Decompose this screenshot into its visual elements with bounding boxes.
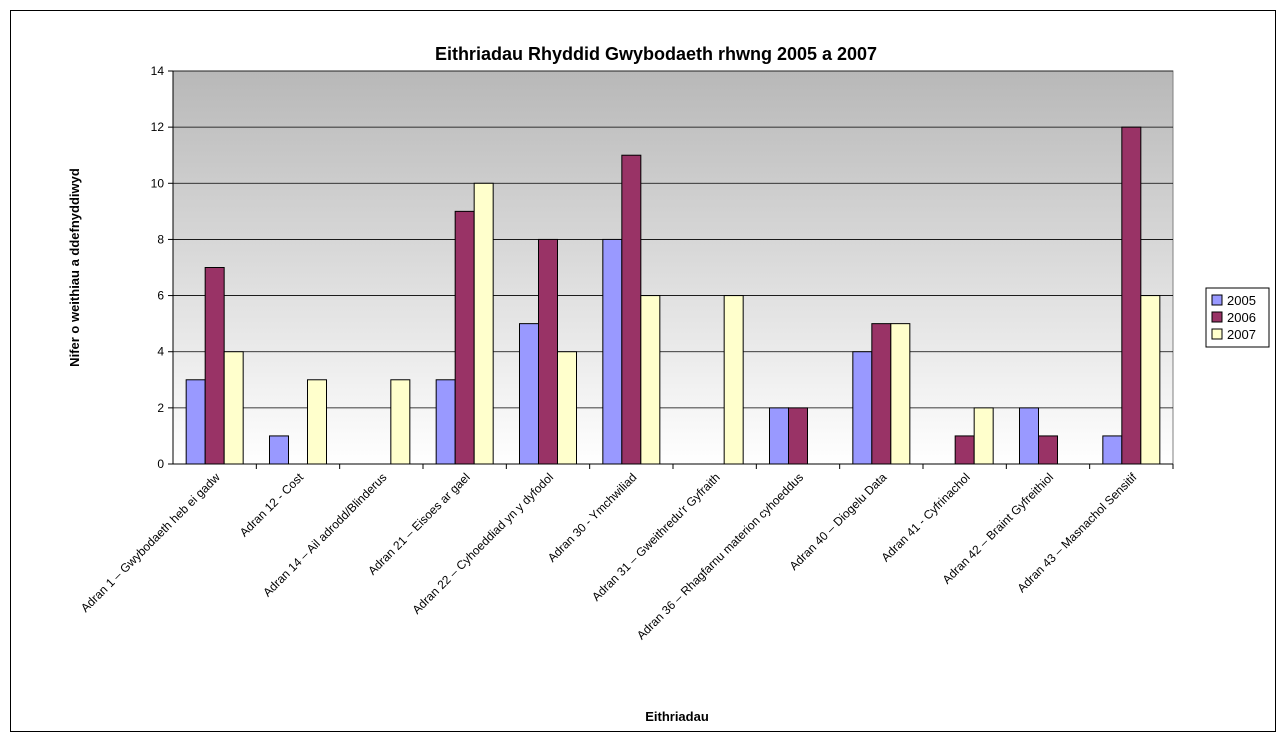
bar-2005-1 xyxy=(269,435,289,465)
x-category-label: Adran 30 - Ymchwiliad xyxy=(545,470,640,565)
bar-2007-5 xyxy=(640,295,661,465)
bar-2006-10 xyxy=(1038,435,1058,465)
bar-2005-3 xyxy=(435,379,456,465)
legend-label-2005: 2005 xyxy=(1227,293,1256,308)
bar-2007-8 xyxy=(890,323,911,465)
legend-label-2006: 2006 xyxy=(1227,310,1256,325)
bar-2006-3 xyxy=(454,210,475,465)
bar-2007-3 xyxy=(473,182,494,465)
bar-2005-7 xyxy=(769,407,789,465)
x-category-label: Adran 41 - Cyfrinachol xyxy=(878,470,972,564)
x-category-label: Adran 36 – Rhagfarnu materion cyhoeddus xyxy=(634,470,806,642)
bar-2005-10 xyxy=(1019,407,1039,465)
y-tick-label: 12 xyxy=(151,120,165,134)
y-tick-label: 6 xyxy=(157,289,164,303)
bar-2007-1 xyxy=(307,379,327,465)
bar-2007-6 xyxy=(723,295,744,465)
y-tick-labels: 0 2 4 6 8 10 12 14 xyxy=(151,64,165,471)
legend-swatch-2006 xyxy=(1211,311,1223,323)
legend: 2005 2006 2007 xyxy=(1205,287,1270,348)
bar-2006-7 xyxy=(788,407,808,465)
x-category-label: Adran 1 – Gwybodaeth heb ei gadw xyxy=(78,470,223,615)
x-category-label: Adran 12 - Cost xyxy=(237,470,307,540)
y-tick-label: 14 xyxy=(151,64,165,78)
bar-2005-11 xyxy=(1102,435,1123,465)
bar-2006-9 xyxy=(954,435,975,465)
y-axis-title: Nifer o weithiau a ddefnyddiwyd xyxy=(67,168,82,367)
legend-swatch-2005 xyxy=(1211,294,1223,306)
y-tick-label: 2 xyxy=(157,401,164,415)
y-tick-label: 10 xyxy=(151,176,165,190)
chart-title: Eithriadau Rhyddid Gwybodaeth rhwng 2005… xyxy=(435,44,877,64)
x-axis-title: Eithriadau xyxy=(645,709,709,724)
chart-svg: Eithriadau Rhyddid Gwybodaeth rhwng 2005… xyxy=(67,44,1270,724)
axes xyxy=(168,70,1174,469)
bar-2007-9 xyxy=(973,407,994,465)
chart-area: Eithriadau Rhyddid Gwybodaeth rhwng 2005… xyxy=(10,10,1276,732)
bar-2005-4 xyxy=(519,323,539,465)
y-tick-label: 0 xyxy=(157,457,164,471)
bar-2006-11 xyxy=(1121,126,1142,465)
x-category-label: Adran 22 – Cyhoeddiad yn y dyfodol xyxy=(409,470,556,617)
x-category-labels: Adran 1 – Gwybodaeth heb ei gadw Adran 12… xyxy=(78,470,1140,643)
bar-2006-4 xyxy=(538,238,558,465)
bar-2005-5 xyxy=(602,238,623,465)
legend-swatch-2007 xyxy=(1211,328,1223,340)
bar-2006-0 xyxy=(204,267,225,465)
bar-2006-5 xyxy=(621,154,642,465)
bar-2007-2 xyxy=(390,379,411,465)
plot-area xyxy=(172,70,1174,465)
legend-label-2007: 2007 xyxy=(1227,327,1256,342)
bar-2007-0 xyxy=(223,351,244,465)
bar-2005-8 xyxy=(852,351,873,465)
bar-2005-0 xyxy=(185,379,206,465)
y-tick-label: 8 xyxy=(157,232,164,246)
y-tick-label: 4 xyxy=(157,345,164,359)
bar-2007-4 xyxy=(557,351,577,465)
x-category-label: Adran 40 – Diogelu Data xyxy=(787,470,890,573)
bars xyxy=(185,126,1161,465)
bar-2006-8 xyxy=(871,323,892,465)
grid-lines xyxy=(173,70,1173,409)
bar-2007-11 xyxy=(1140,295,1161,465)
